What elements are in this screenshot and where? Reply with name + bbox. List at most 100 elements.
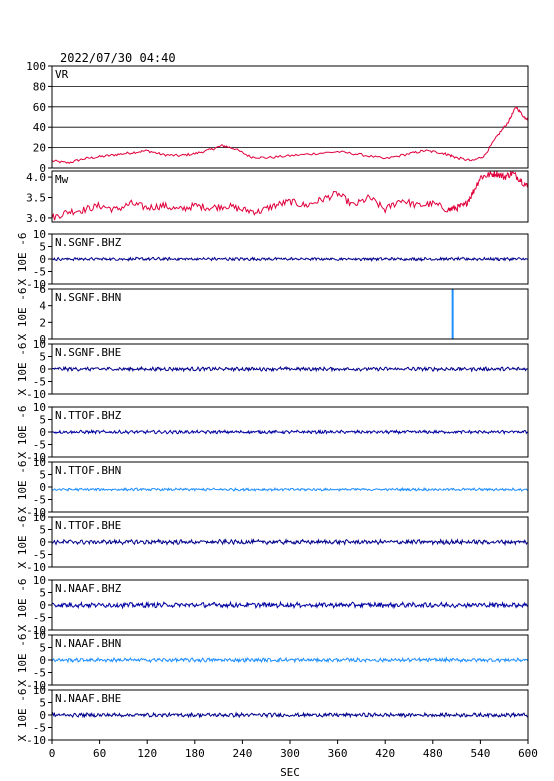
y-tick-label: 5: [39, 587, 46, 600]
panel-title: N.TTOF.BHE: [55, 519, 121, 532]
y-tick-label: 10: [33, 629, 46, 642]
x-tick-label: 120: [137, 747, 157, 760]
y-tick-label: 5: [39, 697, 46, 710]
y-tick-label: -5: [33, 667, 46, 680]
panel-frame: [51, 65, 529, 169]
y-tick-label: 5: [39, 414, 46, 427]
waveform-line: [52, 365, 529, 373]
panel-title: N.NAAF.BHN: [55, 637, 121, 650]
panel-frame: [51, 689, 529, 741]
panel-mw: 3.0 3.5 4.0 Mw: [26, 170, 529, 225]
y-tick-label: 5: [39, 642, 46, 655]
y-tick-label: -10: [26, 734, 46, 747]
y-axis-label: X 10E -6: [16, 288, 29, 341]
panel-title: N.NAAF.BHE: [55, 692, 121, 705]
y-tick-label: -10: [26, 388, 46, 401]
x-tick-label: 180: [185, 747, 205, 760]
y-tick-label: 4: [39, 300, 46, 313]
y-tick-label: 2: [39, 316, 46, 329]
x-axis: 0 60 120 180 240 300 360 420 480 540 600: [49, 740, 538, 760]
y-tick-label: 5: [39, 241, 46, 254]
y-axis-label: X 10E -6: [16, 689, 29, 742]
y-tick-label: 20: [33, 142, 46, 155]
y-tick-label: -10: [26, 506, 46, 519]
panel-title: N.SGNF.BHE: [55, 346, 121, 359]
waveform-line: [51, 256, 529, 263]
y-tick-label: 10: [33, 338, 46, 351]
y-tick-label: 10: [33, 574, 46, 587]
y-tick-label: 10: [33, 228, 46, 241]
y-tick-label: 0: [39, 162, 46, 175]
panel-frame: [51, 288, 529, 340]
x-tick-label: 600: [518, 747, 538, 760]
y-tick-label: 0: [39, 654, 46, 667]
x-tick-label: 240: [232, 747, 252, 760]
panel-title: N.NAAF.BHZ: [55, 582, 122, 595]
y-tick-label: -5: [33, 376, 46, 389]
y-tick-label: 0: [39, 363, 46, 376]
y-tick-label: 5: [39, 524, 46, 537]
y-tick-label: -5: [33, 439, 46, 452]
y-tick-label: 0: [39, 426, 46, 439]
y-tick-label: 0: [39, 253, 46, 266]
y-tick-label: -5: [33, 266, 46, 279]
y-axis-label: X 10E -6: [16, 516, 29, 569]
panel-frame: [51, 170, 529, 223]
panel-title: VR: [55, 68, 69, 81]
panel-n-sgnf-bhn: 0 2 4 6 N.SGNF.BHN X 10E -6: [16, 283, 529, 346]
y-axis-label: X 10E -6: [16, 461, 29, 514]
y-tick-label: 40: [33, 121, 46, 134]
panel-title: N.TTOF.BHN: [55, 464, 121, 477]
y-tick-label: -5: [33, 612, 46, 625]
x-tick-label: 60: [93, 747, 106, 760]
y-tick-label: 0: [39, 599, 46, 612]
y-axis-label: X 10E -6: [16, 579, 29, 632]
y-axis-label: X 10E -6: [16, 233, 29, 286]
y-tick-label: -5: [33, 494, 46, 507]
y-tick-label: -5: [33, 549, 46, 562]
y-tick-label: 0: [39, 536, 46, 549]
y-tick-label: 6: [39, 283, 46, 296]
y-tick-label: -10: [26, 679, 46, 692]
y-tick-label: 0: [39, 709, 46, 722]
y-tick-label: 80: [33, 80, 46, 93]
y-tick-label: 10: [33, 456, 46, 469]
x-tick-label: 0: [49, 747, 56, 760]
y-tick-label: 5: [39, 469, 46, 482]
panel-title: N.TTOF.BHZ: [55, 409, 122, 422]
y-tick-label: -5: [33, 722, 46, 735]
x-tick-label: 480: [423, 747, 443, 760]
x-axis-label: SEC: [280, 766, 300, 779]
panel-vr: 0 20 40 60 80 100 VR: [26, 60, 529, 175]
panel-frame: [51, 461, 529, 513]
y-tick-label: 10: [33, 401, 46, 414]
x-tick-label: 540: [470, 747, 490, 760]
y-axis-label: X 10E -6: [16, 406, 29, 459]
header-datetime: 2022/07/30 04:40: [60, 51, 176, 65]
x-tick-label: 420: [375, 747, 395, 760]
y-axis-label: X 10E -6: [16, 634, 29, 687]
x-tick-label: 360: [328, 747, 348, 760]
y-tick-label: 0: [39, 333, 46, 346]
series-line: [51, 170, 529, 221]
y-tick-label: -10: [26, 278, 46, 291]
y-tick-label: -10: [26, 624, 46, 637]
y-tick-label: -10: [26, 451, 46, 464]
y-tick-label: 0: [39, 481, 46, 494]
panel-title: N.SGNF.BHN: [55, 291, 121, 304]
waveform-line: [51, 486, 529, 492]
waveform-line: [51, 711, 529, 719]
x-tick-label: 300: [280, 747, 300, 760]
y-tick-label: -10: [26, 561, 46, 574]
panel-title: N.SGNF.BHZ: [55, 236, 122, 249]
waveform-line: [51, 428, 529, 436]
